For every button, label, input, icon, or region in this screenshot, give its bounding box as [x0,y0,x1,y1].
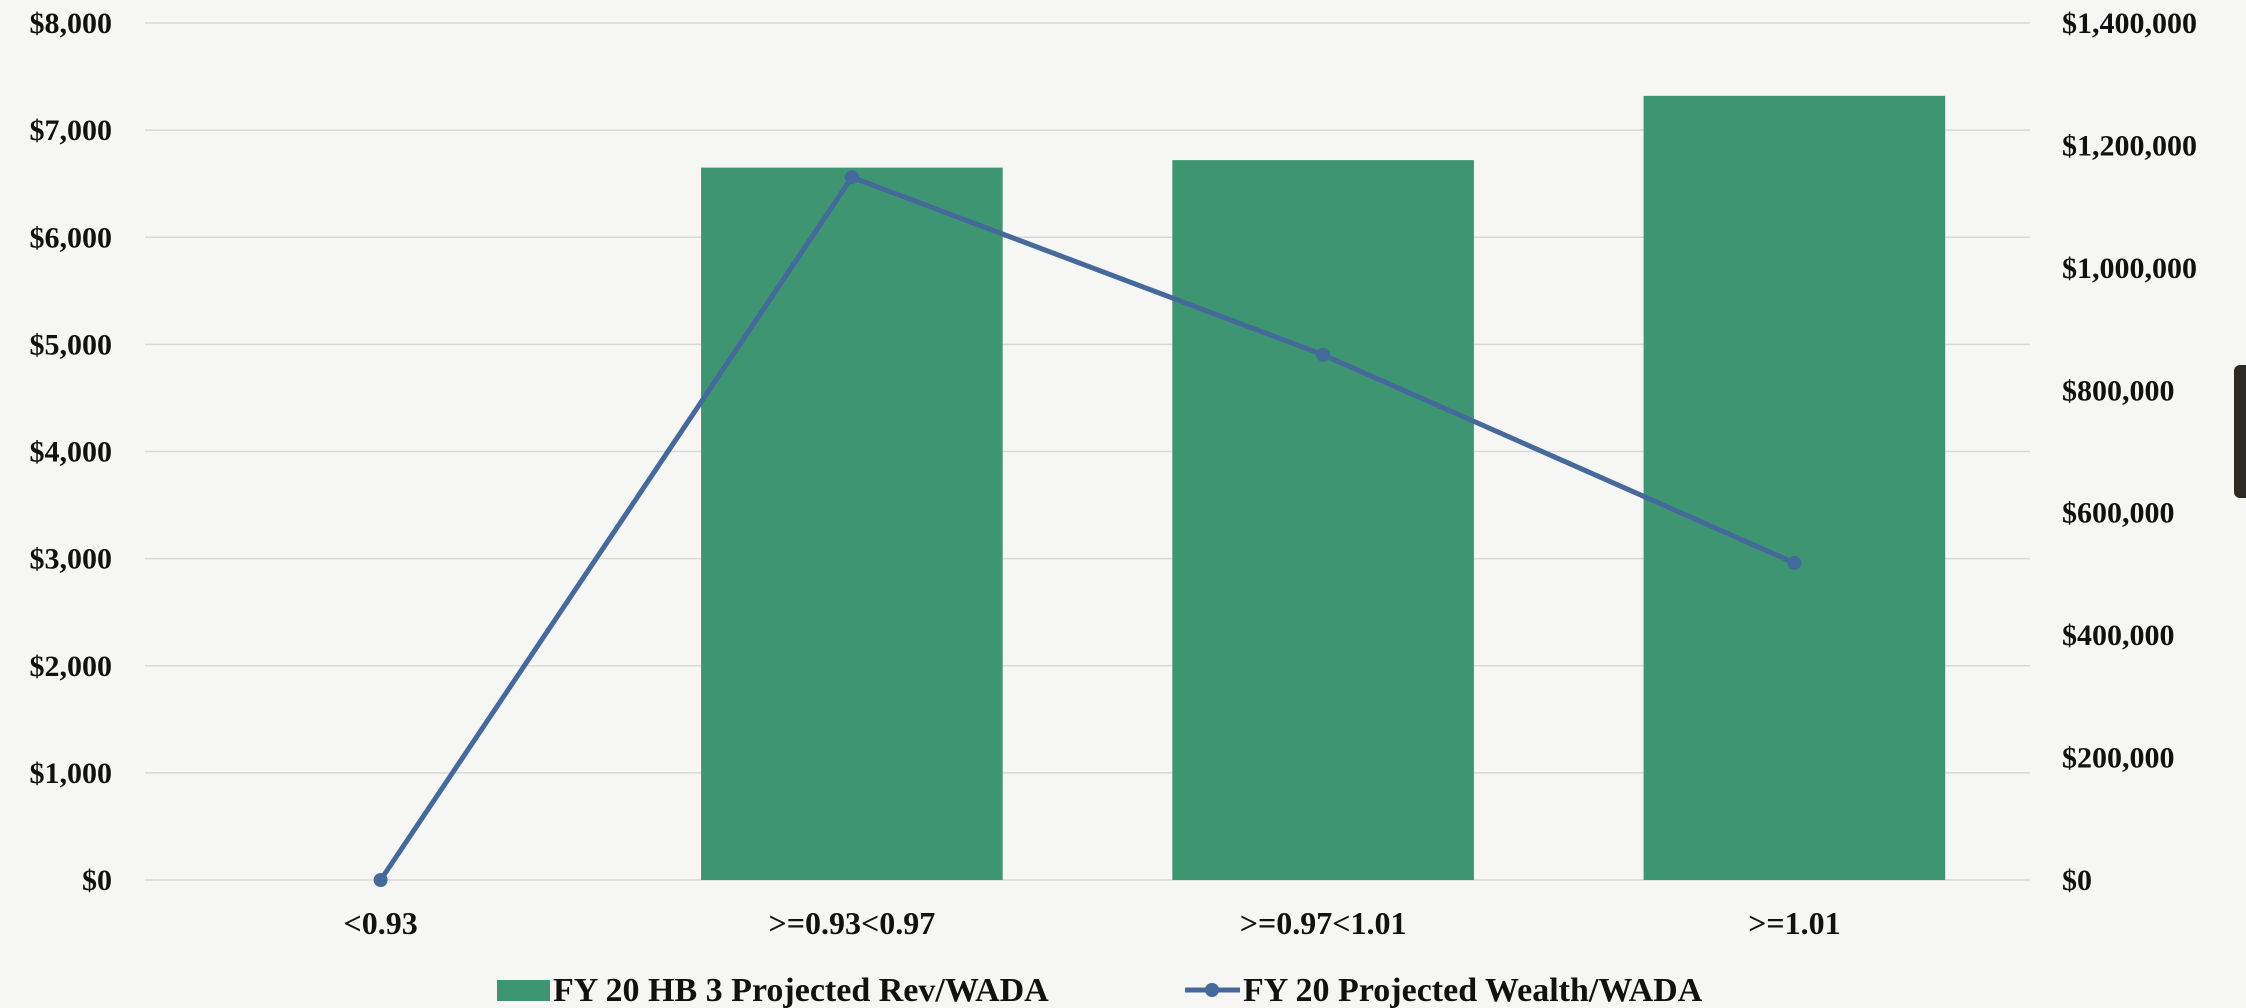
y-right-tick-label: $200,000 [2062,742,2175,775]
x-tick-label: >=0.97<1.01 [1240,905,1407,941]
x-axis: <0.93 >=0.93<0.97 >=0.97<1.01 >=1.01 [344,905,1841,941]
line-series [373,170,1802,887]
line-point [1316,347,1331,362]
y-right-tick-label: $600,000 [2062,497,2175,530]
bar [1643,95,1946,881]
y-left-tick-label: $0 [82,864,112,897]
y-left-tick-label: $5,000 [30,328,113,361]
legend-line-marker [1205,983,1219,997]
y-right-tick-label: $1,200,000 [2062,129,2197,162]
legend: FY 20 HB 3 Projected Rev/WADA FY 20 Proj… [497,972,1703,1008]
x-tick-label: <0.93 [344,905,418,941]
y-left-tick-label: $8,000 [30,7,113,40]
x-tick-label: >=0.93<0.97 [769,905,936,941]
x-tick-label: >=1.01 [1748,905,1840,941]
y-left-tick-label: $6,000 [30,221,113,254]
legend-bar-label: FY 20 HB 3 Projected Rev/WADA [553,972,1049,1008]
y-left-tick-label: $7,000 [30,114,113,147]
y-left-tick-label: $1,000 [30,757,113,790]
y-right-tick-label: $800,000 [2062,374,2175,407]
y-left-tick-label: $2,000 [30,650,113,683]
bar [701,167,1003,880]
y-right-tick-label: $400,000 [2062,619,2175,652]
y-axis-right: $0 $200,000 $400,000 $600,000 $800,000 $1,000… [2062,7,2197,897]
scroll-handle[interactable] [2234,365,2246,498]
line-point [373,873,388,887]
y-left-tick-label: $4,000 [30,436,113,469]
bar [1172,160,1474,880]
y-right-tick-label: $1,400,000 [2062,7,2197,40]
y-right-tick-label: $0 [2062,864,2092,897]
legend-bar-swatch [497,980,550,1001]
line-point [1787,555,1802,570]
bar-series [701,95,1946,881]
gridlines [145,22,2030,881]
series-line [378,174,1796,882]
y-axis-left: $0 $1,000 $2,000 $3,000 $4,000 $5,000 $6,000 $7… [30,7,113,897]
line-point [844,170,859,185]
y-right-tick-label: $1,000,000 [2062,252,2197,285]
legend-line-label: FY 20 Projected Wealth/WADA [1243,972,1703,1008]
y-left-tick-label: $3,000 [30,543,113,576]
